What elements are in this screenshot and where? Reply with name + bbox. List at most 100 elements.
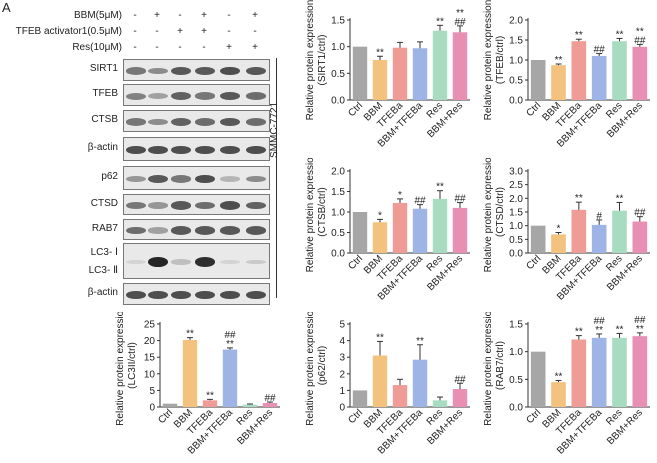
y-tick-label: 2.0 [509, 194, 523, 205]
significance-mark: ## [594, 316, 606, 327]
blot-band [195, 92, 215, 100]
blot-band [246, 259, 266, 265]
y-tick-label: 5 [149, 386, 155, 397]
significance-mark: ## [454, 194, 466, 205]
y-tick-label: 0 [149, 403, 155, 414]
blot-band [126, 145, 146, 155]
blot-band [126, 118, 146, 126]
blot-label: CTSB [91, 114, 118, 125]
blot-strip [123, 194, 270, 215]
significance-mark: ## [224, 330, 236, 341]
blot-band [195, 66, 215, 76]
y-tick-label: 1.5 [509, 36, 523, 47]
bar [392, 47, 408, 100]
blot-band [220, 145, 240, 155]
y-axis-label: Relative protein expression [115, 312, 126, 426]
significance-mark: ** [416, 336, 424, 347]
blot-label: SIRT1 [89, 63, 118, 74]
y-tick-label: 1.0 [509, 221, 523, 232]
bar [530, 225, 546, 253]
blot-band [126, 290, 146, 300]
bar [612, 41, 627, 100]
treatment-sign: + [226, 42, 232, 53]
bar [591, 224, 607, 253]
blot-band [195, 290, 215, 300]
y-tick-label: 1.0 [331, 42, 345, 53]
bar [392, 385, 408, 407]
treatment-sign: - [155, 26, 159, 37]
blot-band [148, 174, 168, 184]
blot-band [126, 259, 146, 265]
blot-label: β-actin [87, 287, 118, 298]
treatment-sign: + [252, 10, 258, 21]
blot-label: RAB7 [91, 222, 118, 234]
significance-mark: ** [456, 8, 464, 19]
bar [571, 41, 587, 100]
bar [612, 210, 627, 253]
bar [632, 221, 648, 253]
bar [352, 46, 368, 100]
blot-band [246, 118, 266, 126]
y-axis-label: (RAB7/ctrl) [495, 341, 506, 390]
y-axis-label: (p62/ctrl) [317, 346, 328, 385]
blot-band [246, 226, 266, 235]
bar [262, 403, 278, 407]
significance-mark: * [398, 190, 402, 201]
significance-mark: ** [616, 29, 624, 40]
significance-mark: * [557, 224, 561, 235]
y-tick-label: 2 [339, 369, 345, 380]
blot-strip [123, 166, 270, 190]
treatment-sign: + [201, 26, 207, 37]
significance-mark: * [378, 210, 382, 221]
significance-mark: ## [264, 393, 276, 404]
blot-band [246, 92, 266, 100]
bar [162, 403, 178, 407]
bar [352, 390, 368, 407]
blot-band [148, 257, 168, 267]
blot-band [148, 227, 168, 234]
blot-band [126, 201, 146, 210]
blot-band [171, 118, 191, 126]
significance-mark: ** [616, 324, 624, 335]
y-tick-label: 0.0 [509, 96, 523, 107]
blot-band [246, 145, 266, 155]
y-tick-label: 1.0 [509, 56, 523, 67]
blot-band [148, 118, 168, 126]
y-axis-label: Relative protein expression [305, 0, 316, 120]
blot-strip [123, 243, 270, 279]
blot-band [220, 201, 240, 210]
blot-band [126, 175, 146, 183]
y-tick-label: 0.0 [331, 96, 345, 107]
blot-label: TFEB [92, 88, 118, 99]
bar [432, 198, 448, 253]
significance-mark: ** [636, 26, 644, 37]
cell-line-label: SMMC-7721 [269, 101, 280, 158]
significance-mark: ** [555, 55, 563, 66]
significance-mark: ## [594, 45, 606, 56]
blot-band [246, 201, 266, 210]
blot-band [220, 226, 240, 235]
y-axis-label: (TFEB/ctrl) [495, 36, 506, 84]
y-tick-label: 5 [339, 320, 345, 331]
treatment-sign: - [227, 26, 231, 37]
y-tick-label: 1.5 [331, 187, 345, 198]
bar [591, 56, 607, 100]
significance-mark: ** [436, 182, 444, 193]
y-axis-label: (CTSD/ctrl) [495, 187, 506, 237]
bar [571, 209, 587, 253]
bar-chart: 0 1 2 3 4 5 Relative protein expression (p62/ct… [305, 312, 470, 457]
treatment-sign: - [133, 10, 137, 21]
blot-band [220, 176, 240, 182]
bar [182, 339, 198, 407]
y-tick-label: 1 [339, 386, 345, 397]
significance-mark: ** [616, 193, 624, 204]
blot-band [126, 67, 146, 75]
treatment-sign: - [227, 10, 231, 21]
bar [571, 339, 587, 407]
blot-band [126, 226, 146, 235]
blot-strip [123, 110, 270, 132]
bar [551, 382, 566, 407]
y-tick-label: 10 [144, 369, 156, 380]
treatment-label: Res(10μM) [72, 42, 122, 53]
bar [530, 60, 546, 100]
